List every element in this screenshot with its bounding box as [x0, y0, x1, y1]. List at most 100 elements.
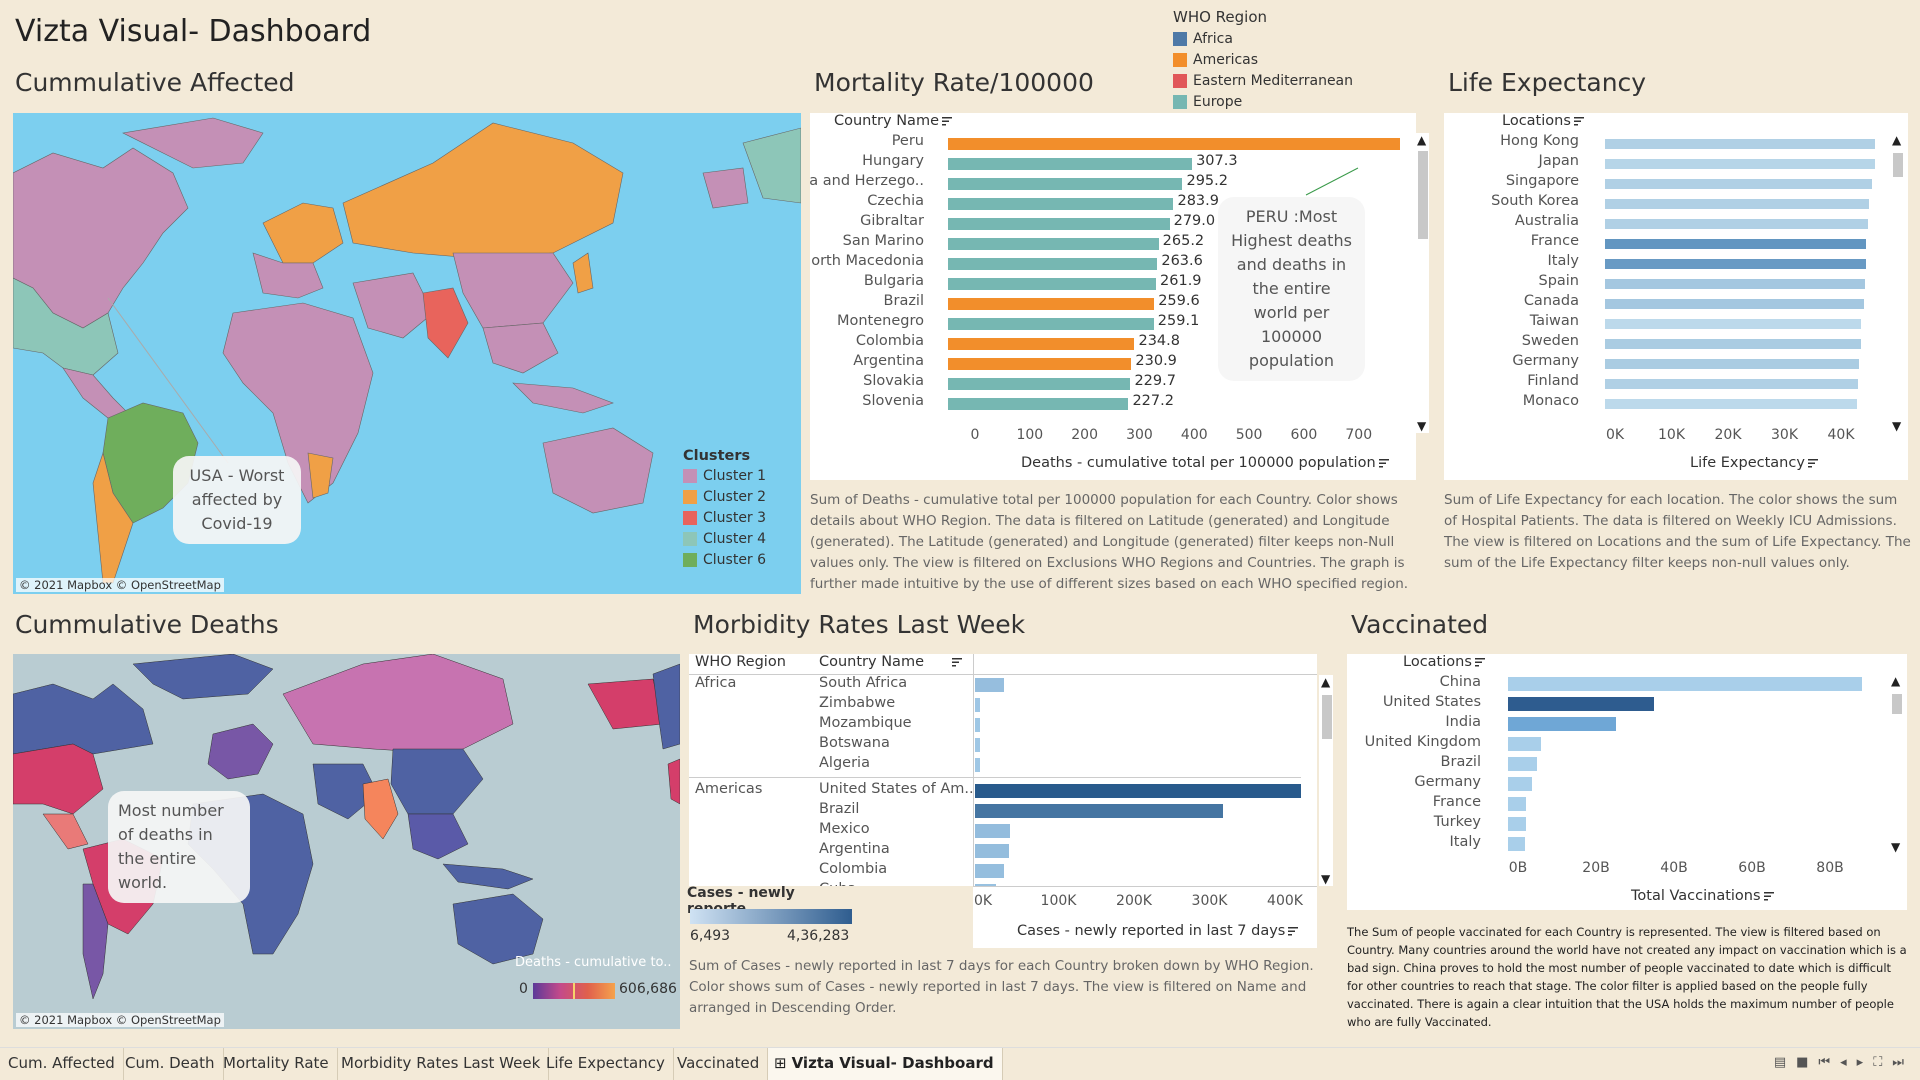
morbidity-header-country[interactable]: Country Name [819, 654, 962, 670]
bar[interactable] [948, 298, 1155, 310]
table-row[interactable]: Zimbabwe [689, 695, 1301, 715]
bar[interactable] [1508, 697, 1655, 711]
tab-cum-death[interactable]: Cum. Death [117, 1048, 224, 1080]
scroll-down-icon[interactable]: ▼ [1892, 419, 1902, 433]
show-filmstrip-icon[interactable]: ▤ [1773, 1055, 1797, 1070]
scroll-up-icon[interactable]: ▲ [1892, 133, 1902, 147]
mortality-axis-title[interactable]: Deaths - cumulative total per 100000 pop… [1021, 455, 1389, 471]
table-row[interactable]: Botswana [689, 735, 1301, 755]
scroll-down-icon[interactable]: ▼ [1891, 840, 1901, 854]
prev-sheet-icon[interactable]: ◂ [1840, 1055, 1857, 1070]
bar-row[interactable]: Bosnia and Herzego.. 295.2 [810, 173, 1400, 193]
table-row[interactable]: Argentina [689, 841, 1301, 861]
bar-row[interactable]: Sweden [1444, 333, 1889, 353]
bar-row[interactable]: Italy [1347, 834, 1887, 854]
bar[interactable] [975, 738, 980, 752]
morbidity-header-region[interactable]: WHO Region [695, 654, 786, 670]
morbidity-scrollbar[interactable]: ▲ ▼ [1319, 675, 1333, 886]
bar[interactable] [975, 678, 1004, 692]
bar-row[interactable]: Canada [1444, 293, 1889, 313]
bar-row[interactable]: France [1347, 794, 1887, 814]
fullscreen-icon[interactable]: ⛶ [1873, 1055, 1893, 1070]
bar-row[interactable]: Finland [1444, 373, 1889, 393]
bar[interactable] [1605, 239, 1867, 249]
bar-row[interactable]: United States [1347, 694, 1887, 714]
bar-row[interactable]: Turkey [1347, 814, 1887, 834]
bar[interactable] [1605, 379, 1858, 389]
last-sheet-icon[interactable]: ⏭ [1892, 1055, 1914, 1070]
bar[interactable] [1605, 339, 1861, 349]
bar[interactable] [975, 844, 1009, 858]
bar[interactable] [948, 238, 1159, 250]
bar-row[interactable]: Argentina 230.9 [810, 353, 1400, 373]
who-legend-item[interactable]: Americas [1173, 49, 1353, 70]
cluster-legend-item[interactable]: Cluster 1 [683, 465, 766, 486]
table-row[interactable]: Algeria [689, 755, 1301, 775]
bar-row[interactable]: South Korea [1444, 193, 1889, 213]
table-row[interactable]: Mexico [689, 821, 1301, 841]
bar[interactable] [1508, 837, 1526, 851]
bar[interactable] [1605, 319, 1861, 329]
bar-row[interactable]: India [1347, 714, 1887, 734]
bar-row[interactable]: China [1347, 674, 1887, 694]
scroll-thumb[interactable] [1322, 695, 1332, 739]
bar-row[interactable]: Germany [1444, 353, 1889, 373]
tab-mortality-rate[interactable]: Mortality Rate [215, 1048, 338, 1080]
bar-row[interactable]: Brazil [1347, 754, 1887, 774]
bar-row[interactable]: Hungary 307.3 [810, 153, 1400, 173]
morbidity-axis-title[interactable]: Cases - newly reported in last 7 days [1017, 923, 1299, 939]
bar-row[interactable]: Bulgaria 261.9 [810, 273, 1400, 293]
table-row[interactable]: Colombia [689, 861, 1301, 881]
scroll-up-icon[interactable]: ▲ [1891, 674, 1901, 688]
bar[interactable] [948, 378, 1131, 390]
scroll-thumb[interactable] [1893, 153, 1903, 177]
bar[interactable] [948, 318, 1154, 330]
bar-row[interactable]: Gibraltar 279.0 [810, 213, 1400, 233]
bar-row[interactable]: San Marino 265.2 [810, 233, 1400, 253]
bar[interactable] [948, 278, 1157, 290]
bar-row[interactable]: North Macedonia 263.6 [810, 253, 1400, 273]
tab-life-expectancy[interactable]: Life Expectancy [538, 1048, 674, 1080]
bar[interactable] [1508, 717, 1616, 731]
bar[interactable] [975, 718, 980, 732]
bar[interactable] [975, 864, 1005, 878]
mortality-scrollbar[interactable]: ▲ ▼ [1415, 133, 1429, 433]
table-row[interactable]: South Africa [689, 675, 1301, 695]
cumulative-deaths-map[interactable]: Most number of deaths in the entire worl… [13, 654, 680, 1029]
bar[interactable] [948, 198, 1174, 210]
bar[interactable] [1605, 159, 1875, 169]
cluster-legend-item[interactable]: Cluster 6 [683, 549, 766, 570]
who-legend-item[interactable]: Eastern Mediterranean [1173, 70, 1353, 91]
table-row[interactable]: Brazil [689, 801, 1301, 821]
tab-cum-affected[interactable]: Cum. Affected [0, 1048, 124, 1080]
bar[interactable] [1605, 219, 1869, 229]
bar[interactable] [1508, 797, 1527, 811]
map-attribution[interactable]: © 2021 Mapbox © OpenStreetMap [16, 1013, 224, 1027]
bar[interactable] [1508, 677, 1863, 691]
cumulative-affected-map[interactable]: USA - Worst affected by Covid-19 Cluster… [13, 113, 801, 594]
next-sheet-icon[interactable]: ▸ [1856, 1055, 1874, 1070]
table-row[interactable]: Cuba [689, 881, 1301, 886]
bar[interactable] [948, 258, 1158, 270]
bar-row[interactable]: Singapore [1444, 173, 1889, 193]
bar-row[interactable]: Brazil 259.6 [810, 293, 1400, 313]
bar[interactable] [948, 338, 1135, 350]
bar-row[interactable]: Spain [1444, 273, 1889, 293]
vacc-axis-title[interactable]: Total Vaccinations [1631, 888, 1774, 904]
bar[interactable] [975, 758, 980, 772]
bar[interactable] [1605, 299, 1864, 309]
bar[interactable] [948, 358, 1132, 370]
bar-row[interactable]: Montenegro 259.1 [810, 313, 1400, 333]
scroll-up-icon[interactable]: ▲ [1321, 675, 1331, 689]
bar-row[interactable]: Peru594.6 [810, 133, 1400, 153]
bar[interactable] [975, 784, 1301, 798]
bar[interactable] [975, 824, 1010, 838]
scroll-up-icon[interactable]: ▲ [1417, 133, 1427, 147]
first-sheet-icon[interactable]: ⏮ [1818, 1055, 1841, 1070]
bar[interactable] [975, 698, 980, 712]
show-tabs-icon[interactable]: ■ [1796, 1055, 1819, 1070]
map-attribution[interactable]: © 2021 Mapbox © OpenStreetMap [16, 578, 224, 592]
bar-row[interactable]: Slovakia 229.7 [810, 373, 1400, 393]
life-exp-scrollbar[interactable]: ▲ ▼ [1890, 133, 1904, 433]
bar[interactable] [1605, 279, 1866, 289]
